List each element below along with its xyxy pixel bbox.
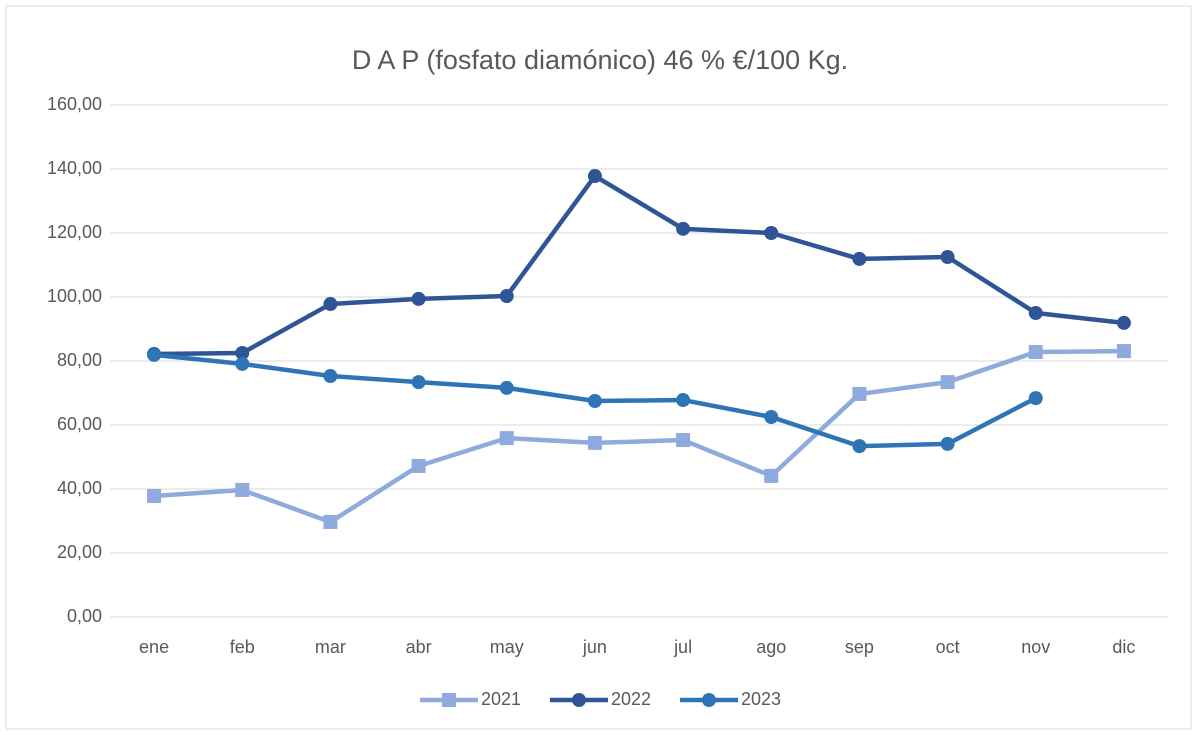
y-tick-label: 0,00 [67, 606, 102, 626]
x-tick-label: ene [139, 637, 169, 657]
x-tick-label: ago [756, 637, 786, 657]
series-line [154, 173, 1125, 357]
x-tick-label: may [490, 637, 524, 657]
marker [764, 410, 779, 424]
y-tick-label: 40,00 [57, 478, 102, 498]
y-tick-label: 140,00 [47, 158, 102, 178]
x-tick-label: oct [936, 637, 960, 657]
series-line [153, 348, 1124, 525]
marker [676, 433, 691, 448]
legend-marker [572, 693, 586, 707]
x-tick-label: sep [845, 637, 874, 657]
marker [764, 226, 779, 240]
marker [411, 458, 426, 473]
marker [147, 489, 162, 504]
x-tick-label: nov [1021, 637, 1050, 657]
marker [587, 169, 602, 184]
legend-marker [442, 693, 456, 707]
x-tick-label: abr [406, 637, 432, 657]
marker [587, 394, 602, 408]
marker [323, 369, 338, 384]
y-tick-label: 60,00 [57, 414, 102, 434]
y-tick-label: 100,00 [47, 286, 102, 306]
marker [852, 439, 867, 454]
marker [235, 482, 250, 497]
marker [676, 393, 691, 408]
marker [1116, 315, 1131, 330]
marker [499, 380, 514, 395]
x-tick-label: feb [230, 637, 255, 657]
marker [1116, 344, 1131, 359]
marker [852, 251, 867, 266]
marker [235, 356, 250, 371]
marker [1028, 345, 1043, 360]
y-tick-label: 120,00 [47, 222, 102, 242]
marker [323, 297, 338, 312]
marker [940, 436, 955, 451]
legend-label: 2023 [741, 689, 781, 709]
y-tick-label: 80,00 [57, 350, 102, 370]
marker [1028, 391, 1043, 406]
marker [587, 435, 602, 450]
marker [1028, 306, 1043, 320]
marker [676, 221, 691, 236]
legend-marker [702, 693, 716, 707]
marker [323, 514, 338, 529]
y-tick-label: 20,00 [57, 542, 102, 562]
legend-label: 2022 [611, 689, 651, 709]
x-tick-label: dic [1112, 637, 1135, 657]
x-tick-label: mar [315, 637, 346, 657]
legend-label: 2021 [481, 689, 521, 709]
marker [499, 289, 514, 304]
marker [411, 291, 426, 306]
marker [940, 250, 955, 264]
y-tick-label: 160,00 [47, 94, 102, 114]
marker [764, 468, 779, 483]
chart-title: D A P (fosfato diamónico) 46 % €/100 Kg. [352, 45, 848, 75]
marker [499, 431, 514, 446]
marker [147, 347, 162, 362]
x-tick-label: jun [582, 637, 607, 657]
x-tick-label: jul [673, 637, 692, 657]
marker [940, 375, 955, 390]
marker [852, 386, 867, 401]
marker [411, 375, 426, 390]
marker [235, 346, 250, 360]
chart-border [5, 5, 1192, 730]
